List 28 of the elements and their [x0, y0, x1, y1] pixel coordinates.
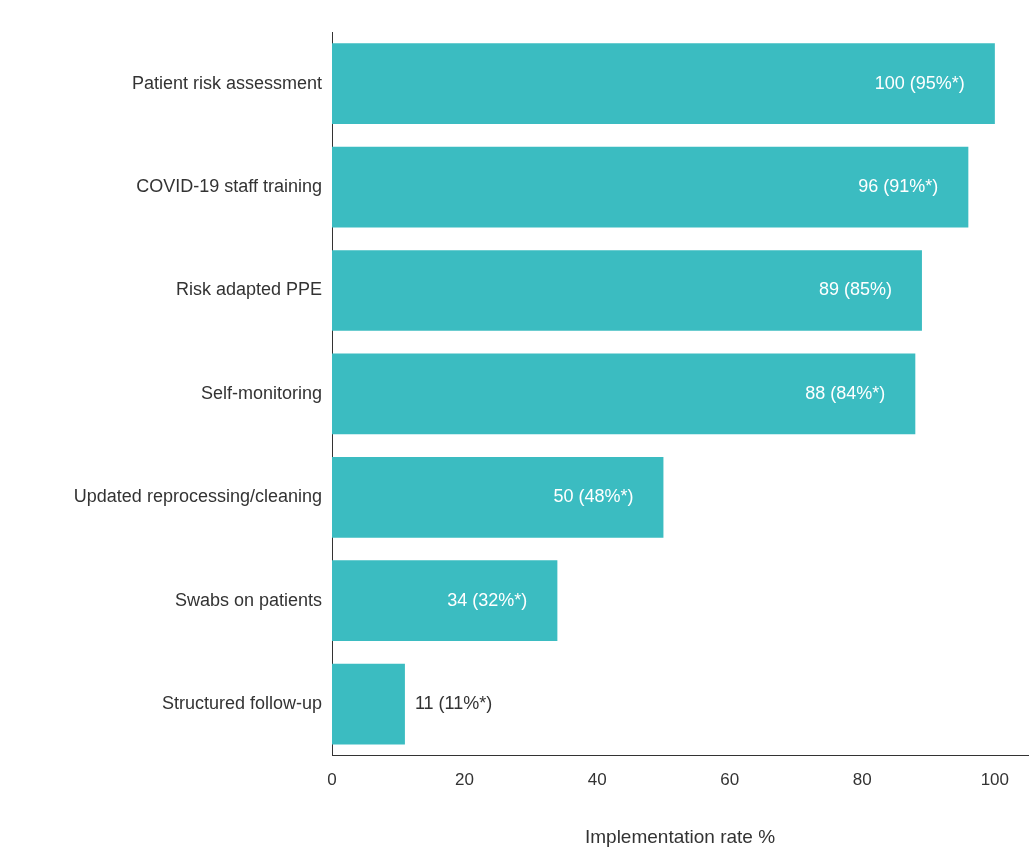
x-tick-label: 80 — [852, 769, 872, 789]
bar — [332, 353, 916, 435]
x-tick-label: 0 — [327, 769, 337, 789]
bar — [332, 663, 405, 745]
bar — [332, 43, 995, 125]
x-tick-label: 40 — [587, 769, 607, 789]
x-tick-label: 20 — [455, 769, 475, 789]
x-tick-label: 100 — [980, 769, 1010, 789]
bar — [332, 456, 664, 538]
data-label: 34 (32%*) — [447, 589, 528, 610]
bar — [332, 146, 969, 228]
x-axis-title: Implementation rate % — [584, 825, 776, 847]
y-tick-label: Patient risk assessment — [131, 72, 322, 93]
data-label: 88 (84%*) — [805, 382, 886, 403]
y-tick-label: Risk adapted PPE — [175, 279, 322, 300]
bar — [332, 250, 922, 331]
data-label: 96 (91%*) — [858, 176, 939, 197]
data-label: 50 (48%*) — [553, 486, 634, 507]
y-tick-label: COVID-19 staff training — [136, 176, 322, 197]
y-tick-label: Updated reprocessing/cleaning — [73, 486, 322, 507]
y-tick-label: Structured follow-up — [161, 693, 322, 714]
data-label: 89 (85%) — [818, 279, 892, 300]
x-tick-label: 60 — [720, 769, 740, 789]
y-tick-label: Self-monitoring — [200, 382, 322, 403]
data-label: 11 (11%*) — [414, 693, 493, 714]
data-label: 100 (95%*) — [874, 72, 965, 93]
bar — [332, 560, 558, 642]
y-tick-label: Swabs on patients — [174, 589, 322, 610]
